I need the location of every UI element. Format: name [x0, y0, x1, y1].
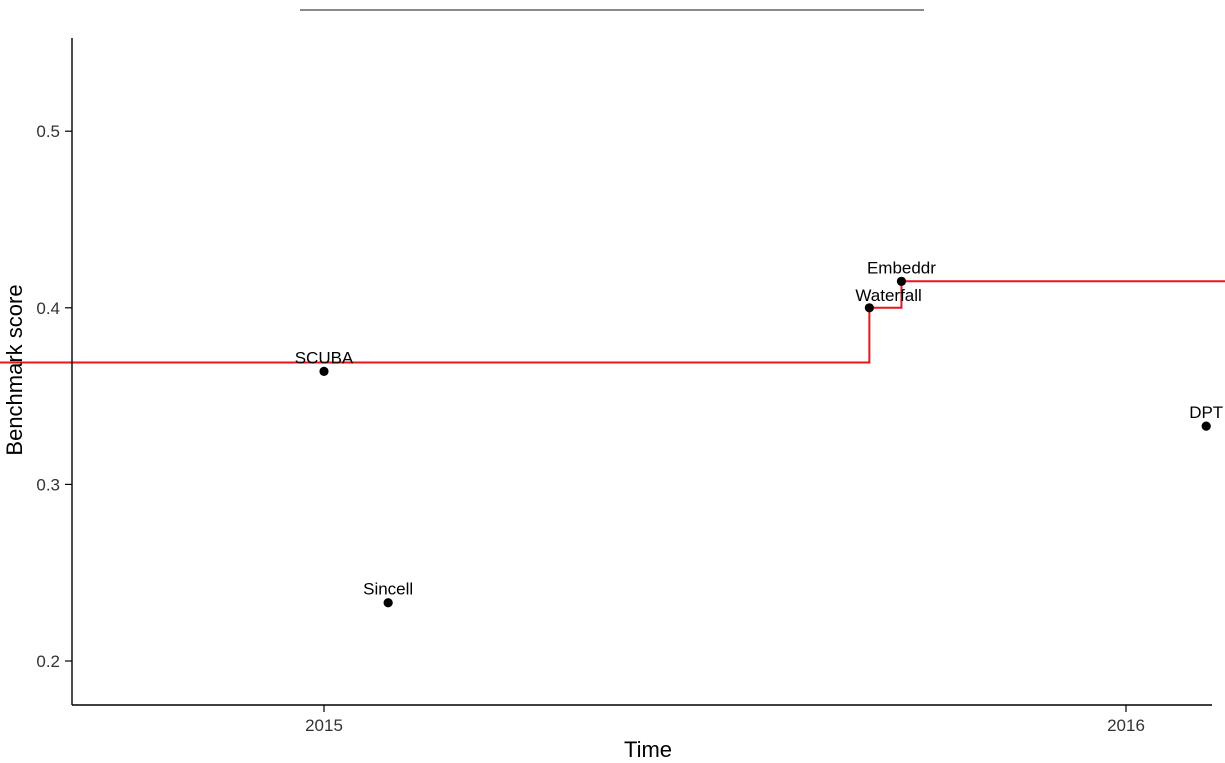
- point-embeddr: [896, 276, 907, 286]
- point-label-sincell: Sincell: [363, 580, 413, 599]
- point-label-embeddr: Embeddr: [867, 258, 936, 277]
- x-tick-label-2016: 2016: [1107, 716, 1145, 735]
- pareto-frontier-line: [0, 280, 1225, 364]
- x-axis-title: Time: [624, 737, 672, 762]
- point-labels-layer: Monocle ICAWanderlustSCUBASincellWaterfa…: [295, 258, 1223, 599]
- point-dpt: [1201, 421, 1211, 431]
- y-tick-label-0.2: 0.2: [36, 652, 60, 671]
- x-axis-ticks: 2015201620172018: [305, 705, 1145, 735]
- y-tick-label-0.4: 0.4: [36, 299, 60, 318]
- y-tick-label-0.3: 0.3: [36, 475, 60, 494]
- y-axis-ticks: 0.2 0.3 0.4 0.5: [36, 122, 72, 671]
- x-tick-label-2015: 2015: [305, 716, 343, 735]
- points-layer: [319, 276, 1211, 608]
- y-axis-title: Benchmark score: [2, 284, 27, 455]
- point-scuba: [319, 366, 329, 376]
- y-tick-label-0.5: 0.5: [36, 122, 60, 141]
- point-label-dpt: DPT: [1189, 403, 1223, 422]
- point-label-waterfall: Waterfall: [855, 286, 921, 305]
- point-label-scuba: SCUBA: [295, 348, 354, 367]
- frontier-layer: [0, 280, 1225, 364]
- point-waterfall: [864, 303, 874, 313]
- point-sincell: [383, 598, 393, 608]
